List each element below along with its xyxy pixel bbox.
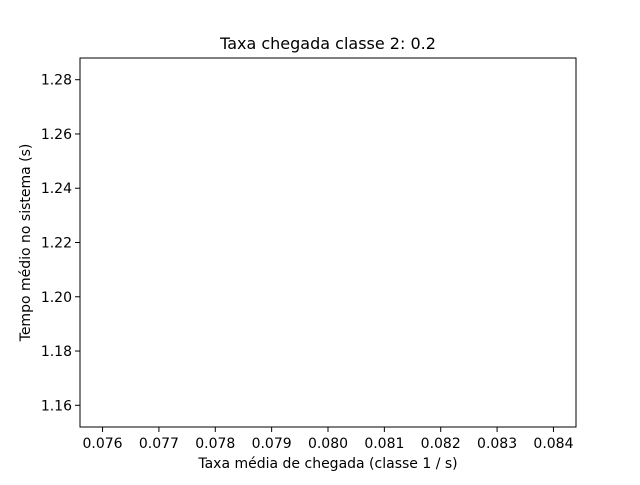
y-tick-label: 1.26	[41, 127, 72, 143]
y-tick-label: 1.28	[41, 73, 72, 89]
x-tick-label: 0.084	[533, 436, 573, 452]
y-tick-label: 1.16	[41, 398, 72, 414]
y-tick-label: 1.20	[41, 290, 72, 306]
x-tick-label: 0.083	[477, 436, 517, 452]
x-axis-ticks: 0.076 0.077 0.078 0.079 0.080 0.081 0.082 0.083…	[82, 427, 574, 452]
x-tick-label: 0.081	[364, 436, 404, 452]
y-axis-label: Tempo médio no sistema (s)	[18, 144, 34, 343]
y-tick-label: 1.22	[41, 236, 72, 252]
y-tick-label: 1.24	[41, 181, 72, 197]
x-tick-label: 0.078	[195, 436, 235, 452]
x-axis-label: Taxa média de chegada (classe 1 / s)	[197, 456, 457, 472]
y-tick-label: 1.18	[41, 344, 72, 360]
x-tick-label: 0.077	[139, 436, 179, 452]
x-tick-label: 0.076	[82, 436, 122, 452]
y-axis-ticks: 1.16 1.18 1.20 1.22 1.24 1.26 1.28	[41, 73, 80, 414]
x-tick-label: 0.079	[252, 436, 292, 452]
x-tick-label: 0.082	[421, 436, 461, 452]
plot-area	[79, 57, 577, 428]
x-tick-label: 0.080	[308, 436, 348, 452]
chart-title: Taxa chegada classe 2: 0.2	[219, 34, 436, 53]
